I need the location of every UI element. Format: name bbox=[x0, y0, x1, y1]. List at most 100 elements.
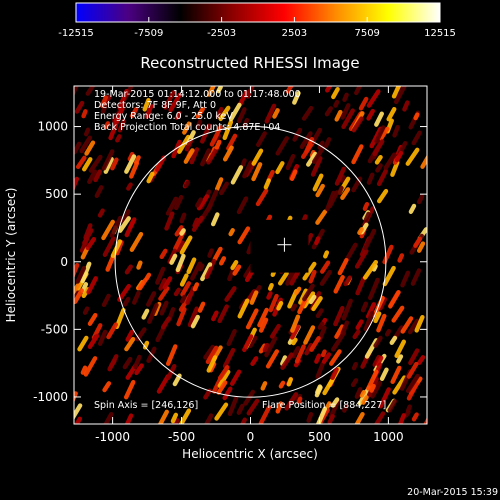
intensity-streak bbox=[341, 298, 353, 321]
intensity-streak bbox=[108, 118, 120, 141]
intensity-streak bbox=[124, 219, 136, 238]
intensity-streak bbox=[294, 344, 306, 364]
intensity-streak bbox=[406, 382, 419, 401]
intensity-streak bbox=[179, 228, 186, 236]
intensity-streak bbox=[276, 300, 284, 311]
intensity-streak bbox=[311, 296, 323, 312]
intensity-streak bbox=[402, 100, 410, 112]
intensity-map bbox=[74, 86, 427, 424]
intensity-streak bbox=[251, 148, 264, 166]
intensity-streak bbox=[242, 334, 254, 353]
intensity-streak bbox=[315, 361, 326, 379]
intensity-streak bbox=[258, 317, 269, 333]
intensity-streak bbox=[329, 399, 341, 419]
intensity-streak bbox=[243, 389, 256, 406]
intensity-streak bbox=[200, 262, 213, 282]
plot-title: Reconstructed RHESSI Image bbox=[140, 54, 359, 72]
intensity-streak bbox=[176, 408, 192, 424]
intensity-streak bbox=[142, 97, 151, 112]
intensity-streak bbox=[129, 231, 144, 252]
intensity-streak bbox=[334, 166, 346, 186]
intensity-streak bbox=[142, 340, 150, 350]
intensity-streak bbox=[103, 121, 111, 130]
intensity-streak bbox=[420, 153, 427, 169]
intensity-streak bbox=[393, 86, 407, 105]
intensity-streak bbox=[109, 215, 123, 238]
intensity-streak bbox=[237, 226, 251, 245]
intensity-streak bbox=[340, 187, 351, 200]
intensity-streak bbox=[101, 412, 114, 424]
intensity-streak bbox=[123, 379, 136, 400]
intensity-streak bbox=[195, 106, 205, 119]
intensity-streak bbox=[372, 139, 385, 157]
intensity-streak bbox=[200, 148, 211, 167]
intensity-streak bbox=[189, 147, 200, 165]
intensity-streak bbox=[117, 118, 126, 133]
intensity-streak bbox=[93, 169, 102, 183]
intensity-streak bbox=[207, 248, 214, 258]
intensity-streak bbox=[333, 305, 345, 327]
intensity-streak bbox=[147, 302, 159, 324]
intensity-streak bbox=[366, 89, 381, 108]
intensity-streak bbox=[317, 321, 325, 330]
intensity-streak bbox=[333, 99, 340, 108]
intensity-streak bbox=[309, 336, 321, 352]
colorbar-tick-label: 2503 bbox=[282, 28, 307, 39]
intensity-streak bbox=[354, 387, 363, 399]
intensity-streak bbox=[330, 367, 339, 380]
intensity-streak bbox=[169, 253, 178, 265]
y-tick-label: -1000 bbox=[33, 390, 68, 404]
intensity-streak bbox=[327, 414, 335, 424]
intensity-streak bbox=[214, 139, 222, 150]
intensity-streak bbox=[296, 396, 303, 405]
x-tick-label: -1000 bbox=[95, 430, 130, 444]
intensity-streak bbox=[366, 172, 375, 185]
intensity-streak bbox=[376, 188, 389, 204]
intensity-streak bbox=[390, 160, 400, 177]
intensity-streak bbox=[87, 333, 100, 350]
colorbar-tick-label: -7509 bbox=[134, 28, 163, 39]
intensity-streak bbox=[75, 265, 87, 284]
intensity-streak bbox=[334, 109, 343, 122]
intensity-streak bbox=[269, 323, 281, 339]
intensity-streak bbox=[294, 286, 302, 296]
intensity-streak bbox=[124, 264, 133, 275]
intensity-streak bbox=[413, 236, 423, 248]
intensity-streak bbox=[353, 412, 365, 424]
intensity-streak bbox=[337, 185, 344, 196]
intensity-streak bbox=[83, 356, 98, 377]
intensity-streak bbox=[255, 131, 267, 148]
intensity-streak bbox=[314, 236, 321, 246]
y-tick-label: -500 bbox=[41, 322, 68, 336]
intensity-streak bbox=[378, 387, 391, 409]
intensity-streak bbox=[155, 155, 167, 172]
intensity-streak bbox=[240, 417, 247, 424]
intensity-streak bbox=[291, 337, 298, 346]
intensity-streak bbox=[405, 373, 420, 394]
intensity-streak bbox=[103, 156, 114, 174]
y-axis-ticks: -1000 -500 0 500 1000 bbox=[33, 120, 427, 404]
intensity-streak bbox=[396, 354, 404, 364]
intensity-streak bbox=[185, 286, 196, 305]
intensity-streak bbox=[376, 313, 387, 333]
intensity-streak bbox=[359, 389, 367, 398]
intensity-streak bbox=[179, 273, 189, 287]
intensity-streak bbox=[301, 105, 314, 121]
intensity-streak bbox=[222, 145, 234, 162]
intensity-streak bbox=[285, 86, 295, 94]
intensity-streak bbox=[360, 301, 369, 313]
intensity-streak bbox=[408, 348, 420, 366]
intensity-streak bbox=[227, 396, 239, 417]
intensity-streak bbox=[319, 269, 332, 286]
intensity-streak bbox=[286, 377, 294, 387]
intensity-streak bbox=[101, 149, 115, 171]
intensity-streak bbox=[315, 183, 325, 198]
intensity-streak bbox=[264, 336, 278, 358]
intensity-streak bbox=[321, 352, 332, 364]
intensity-streak bbox=[155, 266, 166, 285]
intensity-streak bbox=[127, 151, 135, 162]
intensity-streak bbox=[217, 365, 230, 381]
intensity-streak bbox=[216, 380, 228, 395]
intensity-streak bbox=[362, 201, 370, 211]
intensity-streak bbox=[248, 335, 258, 349]
